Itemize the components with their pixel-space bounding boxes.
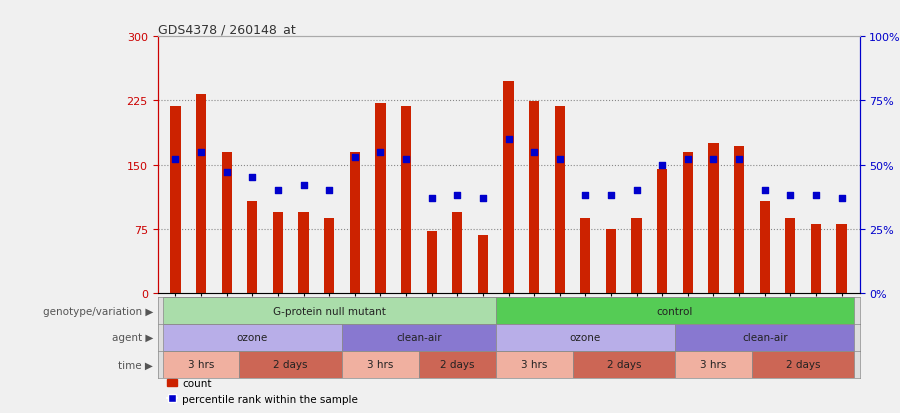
- Bar: [418, 351, 496, 378]
- Bar: [375, 104, 385, 293]
- Point: [245, 175, 259, 181]
- Bar: [503, 81, 514, 293]
- Bar: [496, 297, 854, 324]
- Point: [501, 136, 516, 143]
- Bar: [529, 102, 539, 293]
- Text: time ▶: time ▶: [118, 359, 153, 370]
- Point: [347, 154, 362, 161]
- Point: [168, 157, 183, 164]
- Point: [655, 162, 670, 169]
- Point: [680, 157, 695, 164]
- Text: 3 hrs: 3 hrs: [521, 359, 547, 370]
- Point: [732, 157, 746, 164]
- Bar: [760, 201, 770, 293]
- Text: ozone: ozone: [570, 332, 601, 343]
- Bar: [196, 95, 206, 293]
- Point: [783, 192, 797, 199]
- Point: [476, 195, 491, 202]
- Point: [399, 157, 413, 164]
- Bar: [342, 324, 496, 351]
- Point: [758, 188, 772, 194]
- Text: ozone: ozone: [237, 332, 268, 343]
- Bar: [170, 107, 181, 293]
- Bar: [554, 107, 565, 293]
- Bar: [299, 212, 309, 293]
- Bar: [163, 297, 496, 324]
- Bar: [248, 202, 257, 293]
- Point: [425, 195, 439, 202]
- Point: [629, 188, 643, 194]
- Point: [220, 170, 234, 176]
- Bar: [708, 144, 718, 293]
- Bar: [342, 351, 418, 378]
- Bar: [273, 212, 283, 293]
- Text: 3 hrs: 3 hrs: [367, 359, 393, 370]
- Text: 3 hrs: 3 hrs: [188, 359, 214, 370]
- Text: 3 hrs: 3 hrs: [700, 359, 726, 370]
- Bar: [752, 351, 854, 378]
- Bar: [734, 147, 744, 293]
- Point: [809, 192, 824, 199]
- Text: clean-air: clean-air: [396, 332, 442, 343]
- Text: G-protein null mutant: G-protein null mutant: [273, 306, 385, 316]
- Text: 2 days: 2 days: [786, 359, 821, 370]
- Text: agent ▶: agent ▶: [112, 332, 153, 343]
- Bar: [580, 218, 590, 293]
- Bar: [632, 218, 642, 293]
- Point: [834, 195, 849, 202]
- Point: [322, 188, 337, 194]
- Point: [526, 149, 541, 156]
- Point: [296, 183, 310, 189]
- Text: 2 days: 2 days: [607, 359, 641, 370]
- Legend: count, percentile rank within the sample: count, percentile rank within the sample: [163, 374, 363, 408]
- Bar: [683, 152, 693, 293]
- Bar: [496, 324, 675, 351]
- Bar: [478, 235, 488, 293]
- Text: 2 days: 2 days: [274, 359, 308, 370]
- Bar: [836, 225, 847, 293]
- Bar: [657, 169, 667, 293]
- Bar: [427, 232, 436, 293]
- Point: [374, 149, 388, 156]
- Text: 2 days: 2 days: [440, 359, 474, 370]
- Bar: [785, 218, 796, 293]
- Text: GDS4378 / 260148_at: GDS4378 / 260148_at: [158, 23, 295, 36]
- Bar: [163, 351, 239, 378]
- Bar: [811, 225, 821, 293]
- Point: [706, 157, 721, 164]
- Bar: [675, 324, 854, 351]
- Bar: [239, 351, 342, 378]
- Bar: [221, 152, 232, 293]
- Bar: [452, 212, 463, 293]
- Point: [271, 188, 285, 194]
- Bar: [324, 218, 334, 293]
- Bar: [606, 229, 616, 293]
- Text: clean-air: clean-air: [742, 332, 788, 343]
- Point: [450, 192, 464, 199]
- Point: [604, 192, 618, 199]
- Bar: [496, 351, 572, 378]
- Bar: [350, 152, 360, 293]
- Bar: [163, 324, 342, 351]
- Bar: [572, 351, 675, 378]
- Point: [194, 149, 208, 156]
- Text: control: control: [657, 306, 693, 316]
- Point: [578, 192, 592, 199]
- Point: [553, 157, 567, 164]
- Bar: [675, 351, 752, 378]
- Bar: [400, 107, 411, 293]
- Text: genotype/variation ▶: genotype/variation ▶: [42, 306, 153, 316]
